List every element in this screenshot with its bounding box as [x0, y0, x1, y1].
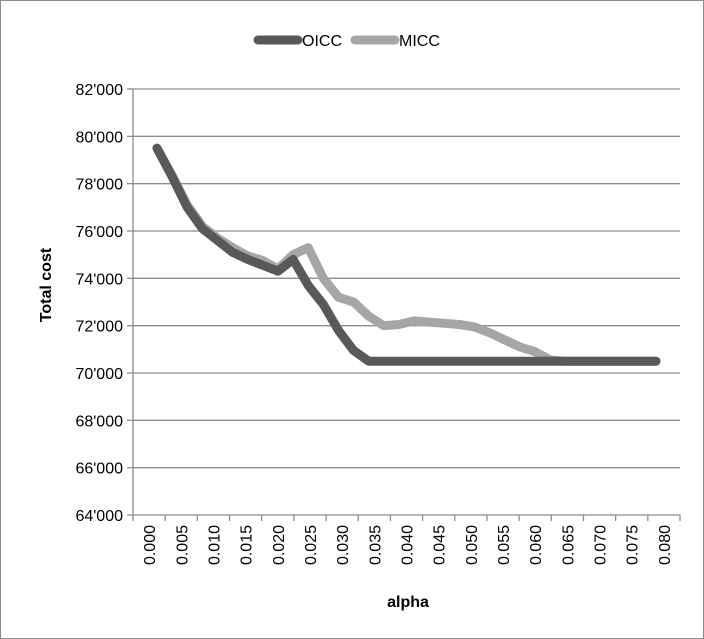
x-axis-title: alpha [387, 594, 429, 611]
x-tick-label: 0.075 [625, 525, 642, 565]
y-tick-label: 78'000 [75, 177, 123, 194]
x-tick-label: 0.080 [657, 525, 674, 565]
y-tick-label: 72'000 [75, 319, 123, 336]
x-tick-label: 0.025 [303, 525, 320, 565]
x-tick-label: 0.055 [496, 525, 513, 565]
x-tick-label: 0.045 [432, 525, 449, 565]
y-axis-ticks: 64'000 66'000 68'000 70'000 72'000 74'000 76'0… [75, 82, 133, 525]
x-tick-label: 0.000 [142, 525, 159, 565]
x-tick-label: 0.010 [206, 525, 223, 565]
series-lines [152, 143, 661, 366]
x-tick-label: 0.070 [593, 525, 610, 565]
y-tick-label: 82'000 [75, 82, 123, 99]
series-line-oicc [152, 143, 661, 366]
y-tick-label: 76'000 [75, 224, 123, 241]
x-tick-label: 0.005 [174, 525, 191, 565]
y-tick-label: 68'000 [75, 413, 123, 430]
y-tick-label: 70'000 [75, 366, 123, 383]
x-tick-label: 0.050 [464, 525, 481, 565]
y-tick-label: 74'000 [75, 271, 123, 288]
legend: OICC MICC [253, 33, 440, 50]
y-tick-label: 80'000 [75, 129, 123, 146]
x-tick-label: 0.020 [271, 525, 288, 565]
x-tick-label: 0.060 [528, 525, 545, 565]
x-axis-ticks: 0.000 0.005 0.010 0.015 0.020 0.025 0.030 0.035… [132, 515, 681, 565]
y-tick-label: 64'000 [75, 508, 123, 525]
legend-label-micc: MICC [399, 33, 440, 50]
x-tick-label: 0.030 [335, 525, 352, 565]
x-tick-label: 0.035 [367, 525, 384, 565]
legend-label-oicc: OICC [302, 33, 342, 50]
y-axis-title: Total cost [38, 247, 55, 322]
x-tick-label: 0.065 [560, 525, 577, 565]
gridlines [132, 88, 680, 516]
x-tick-label: 0.015 [239, 525, 256, 565]
x-tick-label: 0.040 [400, 525, 417, 565]
y-tick-label: 66'000 [75, 461, 123, 478]
